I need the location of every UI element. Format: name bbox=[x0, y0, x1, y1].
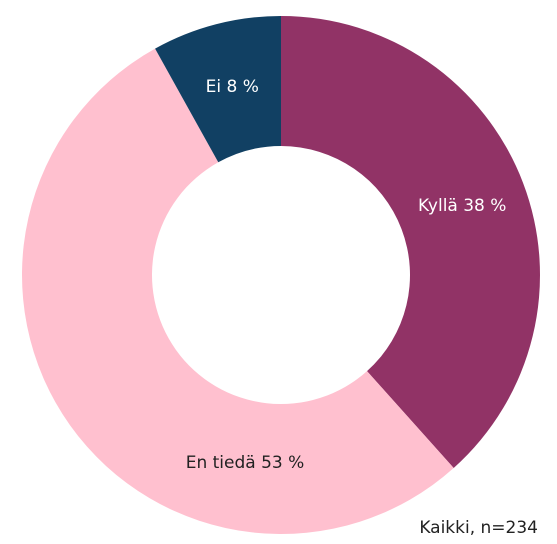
note: Kaikki, n=234 bbox=[419, 518, 538, 538]
slice-label: Kyllä 38 % bbox=[418, 196, 506, 216]
donut-slice bbox=[281, 16, 540, 469]
donut-slice bbox=[155, 16, 281, 163]
donut-slice bbox=[21, 48, 454, 535]
slice-label: Ei 8 % bbox=[206, 77, 259, 97]
slice-label: En tiedä 53 % bbox=[186, 453, 305, 473]
